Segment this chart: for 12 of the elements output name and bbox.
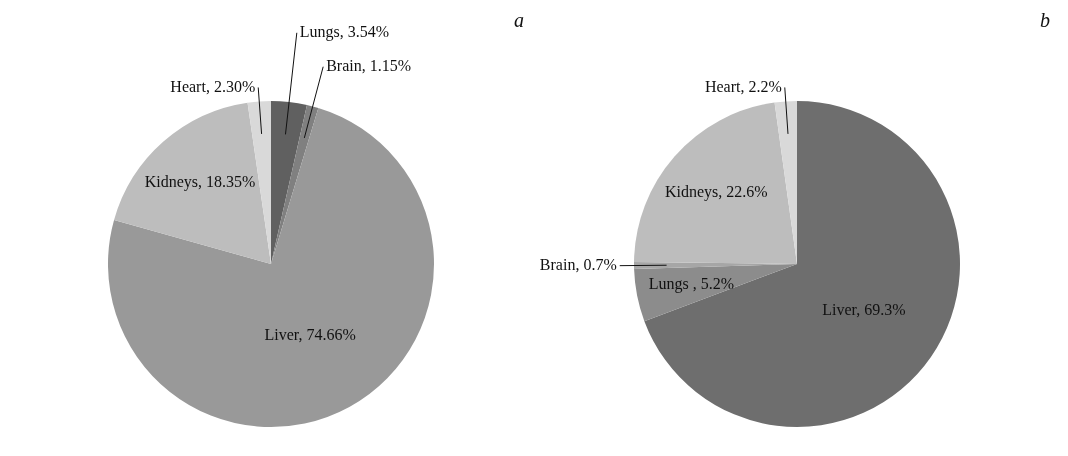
slice-label: Brain, 0.7%: [539, 255, 617, 273]
text: a: [514, 9, 524, 32]
slice-label: Heart, 2.30%: [170, 77, 256, 95]
text: b: [1040, 9, 1050, 32]
slice-label: Liver, 69.3%: [822, 300, 906, 318]
slice-label: Lungs, 3.54%: [299, 22, 390, 41]
slice-label: Kidneys, 22.6%: [664, 183, 768, 202]
slice-label: Heart, 2.2%: [704, 77, 782, 95]
slice-label: Brain, 1.15%: [326, 56, 412, 74]
slice-label: Kidneys, 18.35%: [144, 173, 256, 192]
slice-label: Lungs , 5.2%: [648, 275, 735, 294]
slice-label: Liver, 74.66%: [264, 325, 356, 343]
